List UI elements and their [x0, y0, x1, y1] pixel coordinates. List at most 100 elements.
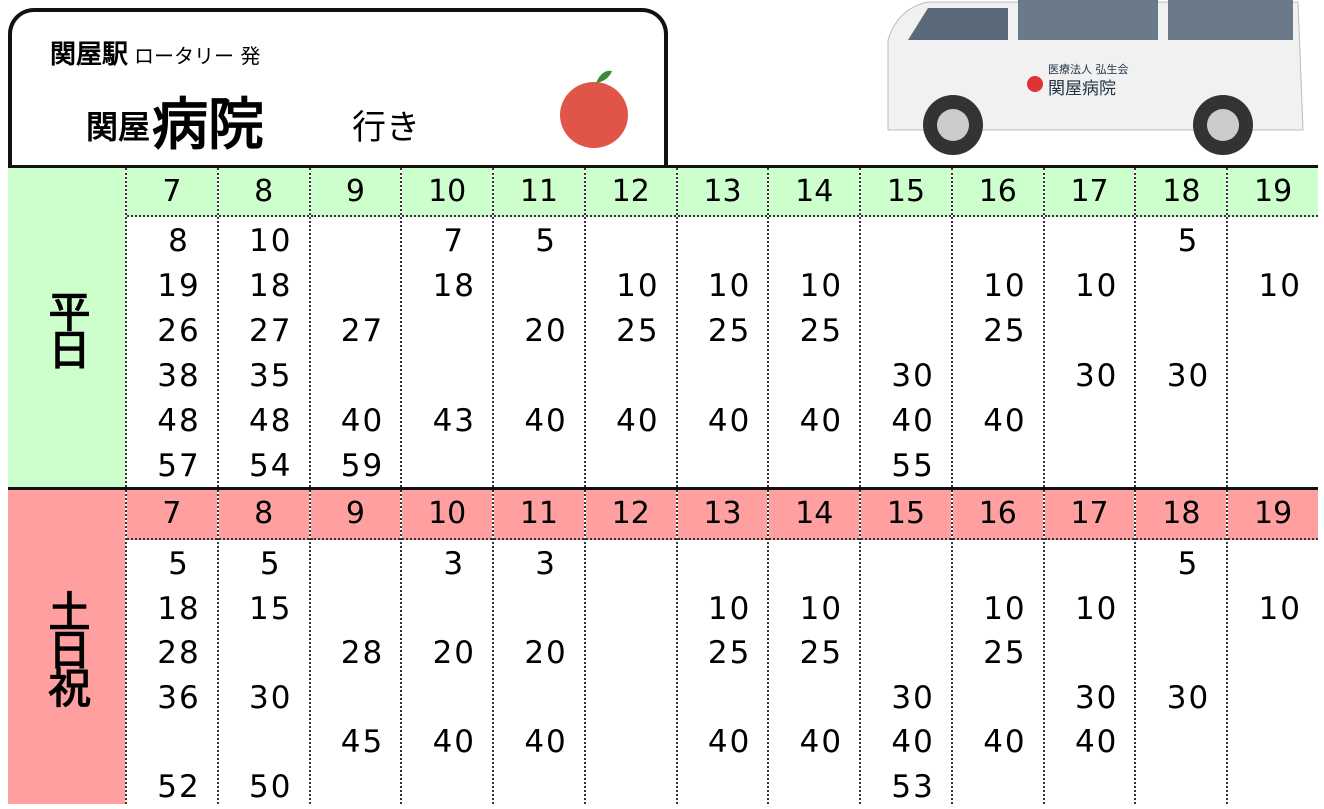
minute: 36 [149, 676, 209, 721]
hour-header: 12 [586, 168, 676, 217]
hour-header: 13 [678, 168, 768, 217]
hour-header: 18 [1136, 490, 1226, 540]
minute: 28 [333, 631, 393, 676]
minute: 30 [1067, 354, 1127, 399]
hour-header: 9 [311, 490, 401, 540]
destination-suffix: 行き [352, 100, 420, 149]
minute: 5 [1158, 542, 1218, 587]
hour-header: 11 [494, 490, 584, 540]
minute: 10 [700, 587, 760, 632]
minute: 3 [516, 542, 576, 587]
minute: 8 [149, 219, 209, 264]
hour-header: 15 [861, 168, 951, 217]
minute: 27 [241, 309, 301, 354]
destination-prefix: 関屋 [86, 102, 150, 148]
minute: 10 [1067, 264, 1127, 309]
minute: 50 [241, 765, 301, 809]
minute: 25 [791, 309, 851, 354]
hour-header: 16 [953, 490, 1043, 540]
hour-header: 17 [1045, 490, 1135, 540]
minute: 38 [149, 354, 209, 399]
minute: 40 [608, 399, 668, 444]
minute: 52 [149, 765, 209, 809]
hour-header: 18 [1136, 168, 1226, 217]
minute: 25 [608, 309, 668, 354]
minute: 10 [1250, 264, 1310, 309]
minute: 25 [700, 309, 760, 354]
minute: 43 [424, 399, 484, 444]
minute: 30 [883, 354, 943, 399]
minute: 25 [975, 309, 1035, 354]
minute: 18 [149, 587, 209, 632]
van-image: 医療法人 弘生会 関屋病院 [868, 0, 1313, 160]
hour-header: 9 [311, 168, 401, 217]
minute: 5 [1158, 219, 1218, 264]
hour-header: 19 [1228, 168, 1318, 217]
minute: 10 [1250, 587, 1310, 632]
hour-header: 12 [586, 490, 676, 540]
minute: 10 [1067, 587, 1127, 632]
minute: 10 [975, 264, 1035, 309]
minute: 40 [700, 399, 760, 444]
hour-header: 11 [494, 168, 584, 217]
minute: 26 [149, 309, 209, 354]
minute: 48 [149, 399, 209, 444]
minute: 7 [424, 219, 484, 264]
apple-icon [552, 67, 642, 152]
hour-column: 12 [584, 490, 676, 804]
minute: 30 [1067, 676, 1127, 721]
minute: 30 [1158, 354, 1218, 399]
minute: 10 [791, 587, 851, 632]
minute: 54 [241, 444, 301, 489]
hour-header: 19 [1228, 490, 1318, 540]
minute: 10 [241, 219, 301, 264]
hour-header: 7 [127, 490, 217, 540]
minute: 35 [241, 354, 301, 399]
minute: 20 [424, 631, 484, 676]
minute: 40 [883, 720, 943, 765]
minute: 30 [1158, 676, 1218, 721]
minute: 5 [516, 219, 576, 264]
hour-header: 10 [402, 490, 492, 540]
minute: 40 [424, 720, 484, 765]
section-label: 平日 [8, 168, 125, 487]
minute: 40 [1067, 720, 1127, 765]
hour-header: 17 [1045, 168, 1135, 217]
destination: 病院 [152, 80, 264, 161]
minute: 19 [149, 264, 209, 309]
hour-header: 16 [953, 168, 1043, 217]
minute: 55 [883, 444, 943, 489]
minute: 25 [791, 631, 851, 676]
minute: 30 [883, 676, 943, 721]
origin: 関屋駅 [50, 34, 128, 71]
section-label: 土日祝 [8, 490, 125, 804]
header-box: 関屋駅 ロータリー 発 関屋 病院 行き [8, 8, 668, 178]
minute: 18 [424, 264, 484, 309]
van-sign-line1: 医療法人 弘生会 [1048, 62, 1129, 76]
minute: 57 [149, 444, 209, 489]
minute: 27 [333, 309, 393, 354]
minute: 10 [608, 264, 668, 309]
minute: 10 [700, 264, 760, 309]
minute: 20 [516, 631, 576, 676]
origin-suffix: ロータリー 発 [134, 40, 260, 69]
hour-header: 8 [219, 168, 309, 217]
